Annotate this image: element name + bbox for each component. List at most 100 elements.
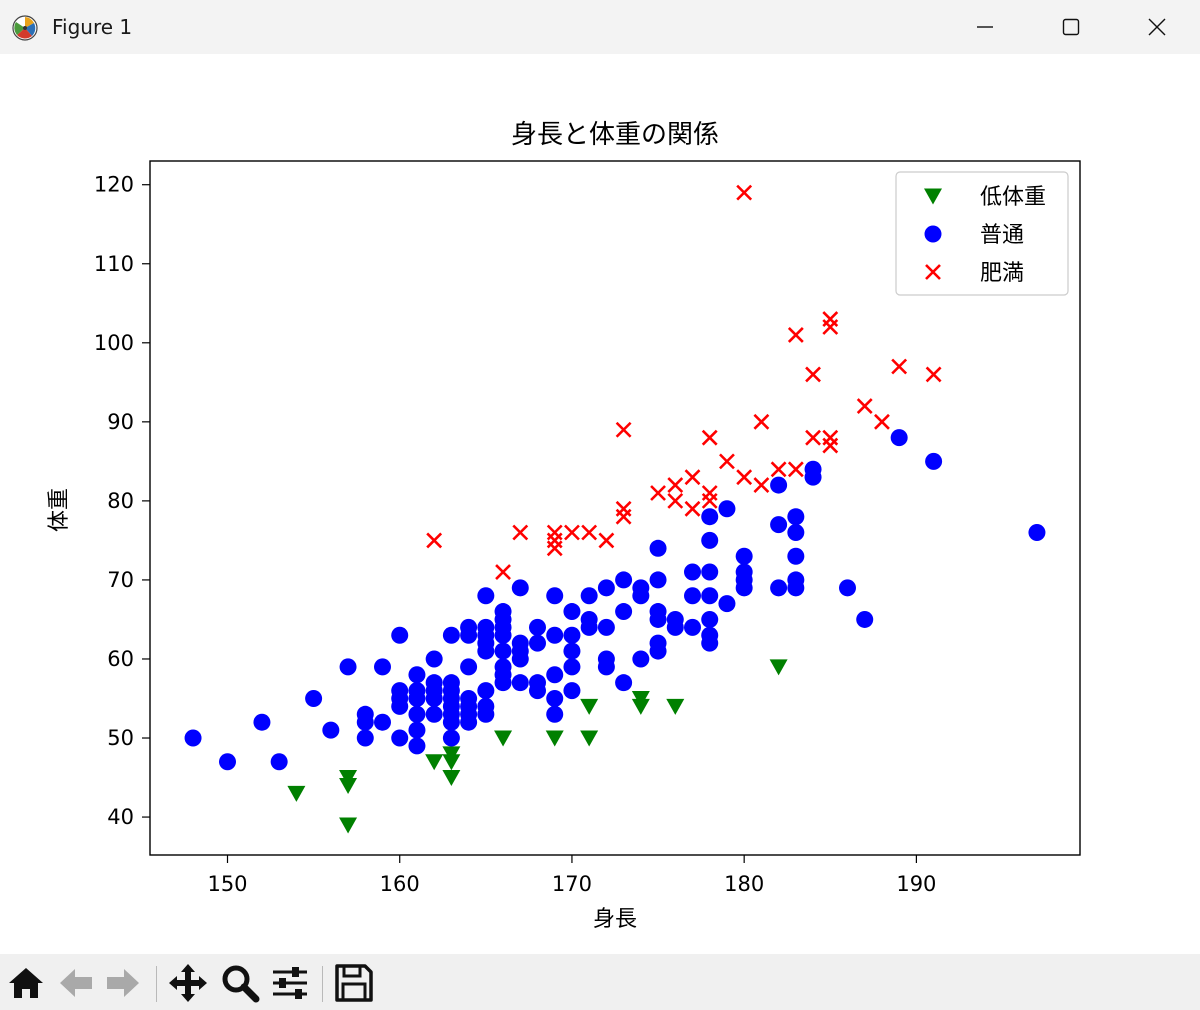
close-button[interactable] xyxy=(1114,0,1200,54)
data-point xyxy=(925,452,943,470)
data-point xyxy=(631,698,650,715)
data-point xyxy=(649,642,667,660)
data-point xyxy=(408,737,426,755)
home-button[interactable] xyxy=(4,962,48,1004)
y-tick-label: 70 xyxy=(107,568,134,592)
data-point xyxy=(546,532,563,549)
data-point xyxy=(701,429,718,446)
data-point xyxy=(856,610,874,628)
pan-button[interactable] xyxy=(166,962,210,1004)
data-point xyxy=(442,626,460,644)
data-point xyxy=(787,508,805,526)
data-point xyxy=(270,753,288,771)
chart-title: 身長と体重の関係 xyxy=(511,120,719,150)
data-point xyxy=(546,705,564,723)
data-point xyxy=(805,366,821,383)
data-point xyxy=(770,461,787,478)
save-button[interactable] xyxy=(332,962,376,1004)
data-point xyxy=(563,626,581,644)
y-axis-label: 体重 xyxy=(47,488,72,532)
data-point xyxy=(442,770,461,787)
data-point xyxy=(408,705,426,723)
data-point xyxy=(804,468,822,486)
data-point xyxy=(425,754,444,771)
data-point xyxy=(822,319,839,335)
data-point xyxy=(494,642,512,660)
data-point xyxy=(460,626,478,644)
data-point xyxy=(426,532,443,549)
data-point xyxy=(839,579,856,597)
data-point xyxy=(580,618,598,636)
forward-button[interactable] xyxy=(101,962,145,1004)
data-point xyxy=(684,500,701,517)
data-point xyxy=(425,705,443,723)
data-point xyxy=(477,587,495,605)
y-tick-label: 50 xyxy=(107,726,134,750)
data-point xyxy=(719,453,735,470)
matplotlib-icon xyxy=(12,15,38,41)
back-button[interactable] xyxy=(54,962,98,1004)
data-point xyxy=(701,485,718,501)
zoom-button[interactable] xyxy=(218,962,262,1004)
data-point xyxy=(736,184,753,201)
data-point xyxy=(545,730,564,747)
toolbar-separator xyxy=(322,966,323,1002)
x-tick-label: 160 xyxy=(380,872,420,896)
data-point xyxy=(408,689,426,707)
data-point xyxy=(822,429,839,446)
data-point xyxy=(494,730,513,747)
data-point xyxy=(546,689,564,707)
data-point xyxy=(546,587,564,605)
data-point xyxy=(753,477,770,493)
legend-label: 低体重 xyxy=(980,185,1046,210)
series-x xyxy=(426,184,942,580)
data-point xyxy=(546,524,563,541)
data-point xyxy=(822,437,839,454)
data-point xyxy=(718,500,736,518)
maximize-button[interactable] xyxy=(1028,0,1114,54)
data-point xyxy=(339,817,358,834)
data-point xyxy=(701,610,719,628)
data-point xyxy=(649,571,667,589)
x-tick-label: 180 xyxy=(724,872,764,896)
data-point xyxy=(666,618,684,636)
close-icon xyxy=(1148,18,1166,36)
data-point xyxy=(374,658,391,676)
data-point xyxy=(391,729,409,747)
data-point xyxy=(477,642,495,660)
minimize-button[interactable] xyxy=(942,0,1028,54)
x-axis-label: 身長 xyxy=(593,907,637,932)
data-point xyxy=(581,524,598,541)
y-tick-label: 60 xyxy=(107,647,134,671)
data-point xyxy=(650,485,666,501)
data-point xyxy=(511,674,529,692)
data-point xyxy=(736,469,753,486)
window-titlebar: Figure 1 xyxy=(0,0,1200,54)
data-point xyxy=(356,729,374,747)
y-tick-label: 40 xyxy=(107,805,134,829)
data-point xyxy=(701,563,719,581)
data-point xyxy=(580,730,599,747)
data-point xyxy=(563,658,581,676)
data-point xyxy=(770,476,788,494)
data-point xyxy=(667,492,684,509)
data-point xyxy=(477,705,495,723)
data-point xyxy=(425,689,443,707)
data-point xyxy=(701,508,719,526)
data-point xyxy=(753,413,770,430)
y-tick-label: 90 xyxy=(107,410,134,434)
data-point xyxy=(769,659,788,676)
data-point xyxy=(890,429,908,447)
data-point xyxy=(770,579,788,597)
data-point xyxy=(546,666,564,684)
save-icon xyxy=(335,964,373,1002)
data-point xyxy=(597,618,615,636)
configure-subplots-button[interactable] xyxy=(268,962,312,1004)
data-point xyxy=(615,500,632,517)
data-point xyxy=(546,540,563,557)
data-point xyxy=(735,579,753,597)
data-point xyxy=(684,469,701,486)
axis-ticks: 150 160 170 180 190 40 50 60 70 80 90 100 110 120 xyxy=(94,173,937,896)
figure-canvas: 身長と体重の関係 身長 体重 150 160 170 180 190 40 50 60 70 80… xyxy=(0,54,1200,954)
y-tick-label: 80 xyxy=(107,489,134,513)
